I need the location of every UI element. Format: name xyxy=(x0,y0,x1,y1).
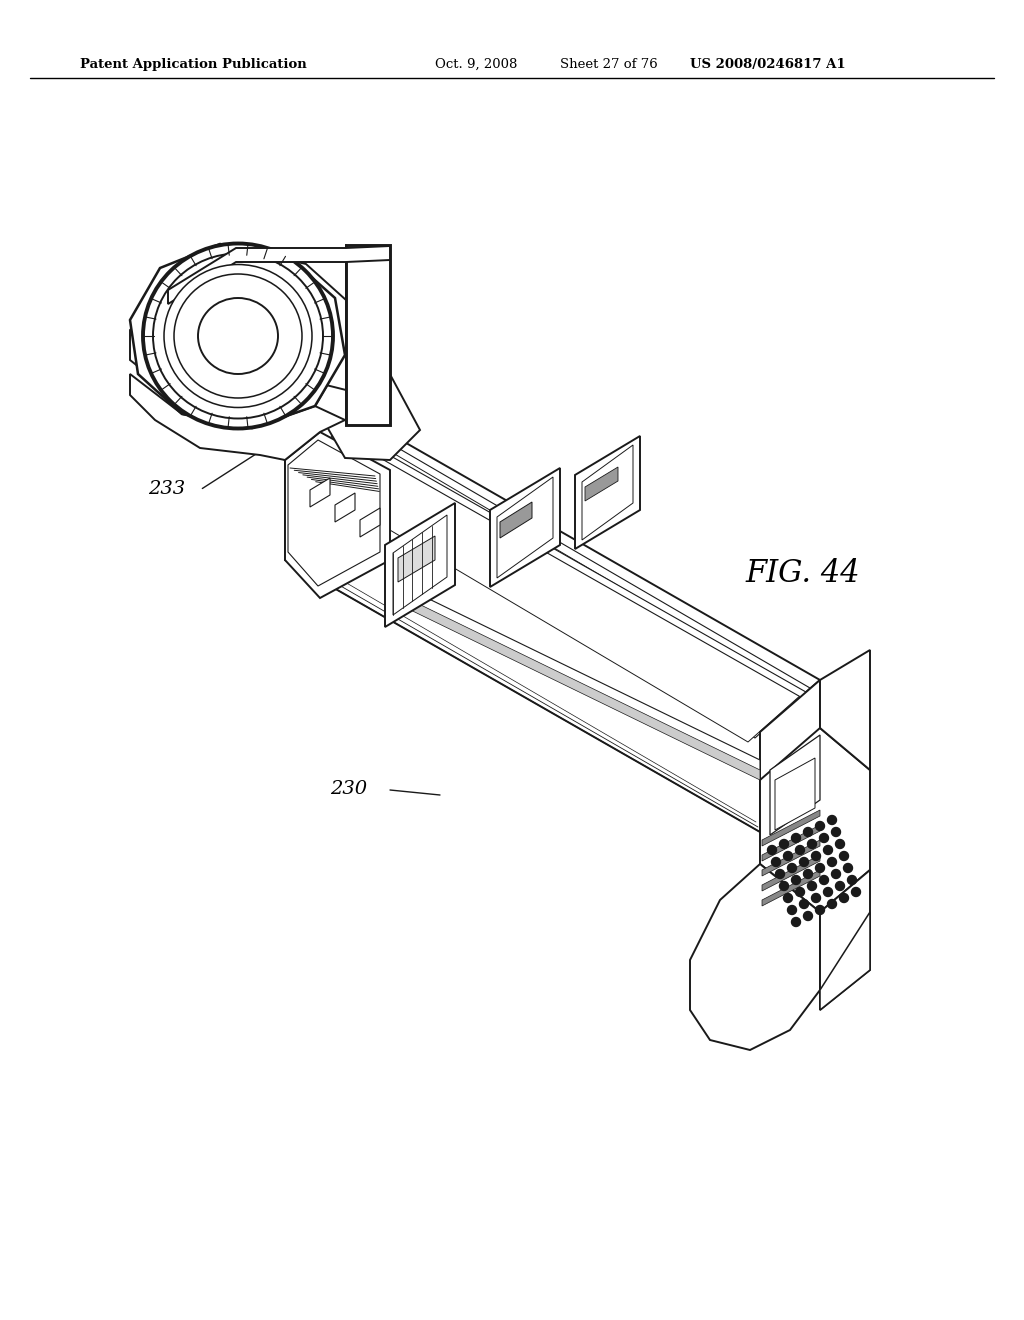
Polygon shape xyxy=(302,430,802,742)
Circle shape xyxy=(827,899,837,908)
Polygon shape xyxy=(360,508,380,537)
Polygon shape xyxy=(762,825,820,861)
Text: 231: 231 xyxy=(172,290,209,308)
Polygon shape xyxy=(762,840,820,876)
Polygon shape xyxy=(130,374,345,459)
Polygon shape xyxy=(295,420,810,738)
Ellipse shape xyxy=(174,275,302,399)
Text: 230: 230 xyxy=(330,780,368,799)
Circle shape xyxy=(783,851,793,861)
Polygon shape xyxy=(762,870,820,906)
Circle shape xyxy=(771,858,780,866)
Ellipse shape xyxy=(153,253,323,418)
Text: FIG. 44: FIG. 44 xyxy=(745,558,859,589)
Circle shape xyxy=(823,846,833,854)
Polygon shape xyxy=(490,469,560,587)
Polygon shape xyxy=(393,515,447,615)
Circle shape xyxy=(844,863,853,873)
Circle shape xyxy=(804,828,812,837)
Circle shape xyxy=(811,894,820,903)
Text: Oct. 9, 2008: Oct. 9, 2008 xyxy=(435,58,517,71)
Circle shape xyxy=(815,906,824,915)
Circle shape xyxy=(848,875,856,884)
Polygon shape xyxy=(770,735,820,836)
Circle shape xyxy=(836,882,845,891)
Polygon shape xyxy=(285,432,390,598)
Circle shape xyxy=(800,858,809,866)
Polygon shape xyxy=(385,503,455,627)
Circle shape xyxy=(804,912,812,920)
Circle shape xyxy=(768,846,776,854)
Circle shape xyxy=(792,833,801,842)
Polygon shape xyxy=(168,246,390,304)
Ellipse shape xyxy=(143,243,333,429)
Text: Patent Application Publication: Patent Application Publication xyxy=(80,58,307,71)
Circle shape xyxy=(787,906,797,915)
Circle shape xyxy=(796,846,805,854)
Text: US 2008/0246817 A1: US 2008/0246817 A1 xyxy=(690,58,846,71)
Polygon shape xyxy=(335,492,355,521)
Polygon shape xyxy=(310,478,330,507)
Circle shape xyxy=(827,858,837,866)
Polygon shape xyxy=(390,590,760,780)
Polygon shape xyxy=(346,246,390,425)
Polygon shape xyxy=(130,244,345,428)
Polygon shape xyxy=(820,649,870,770)
Polygon shape xyxy=(760,729,870,912)
Polygon shape xyxy=(390,579,760,772)
Polygon shape xyxy=(497,477,553,578)
Text: Sheet 27 of 76: Sheet 27 of 76 xyxy=(560,58,657,71)
Circle shape xyxy=(827,816,837,825)
Polygon shape xyxy=(345,430,820,708)
Polygon shape xyxy=(820,870,870,1010)
Circle shape xyxy=(787,863,797,873)
Circle shape xyxy=(840,894,849,903)
Circle shape xyxy=(779,882,788,891)
Circle shape xyxy=(831,870,841,879)
Circle shape xyxy=(783,894,793,903)
Circle shape xyxy=(796,887,805,896)
Polygon shape xyxy=(582,445,633,540)
Polygon shape xyxy=(130,248,390,389)
Polygon shape xyxy=(585,467,618,502)
Polygon shape xyxy=(500,502,532,539)
Circle shape xyxy=(836,840,845,849)
Polygon shape xyxy=(285,408,820,733)
Circle shape xyxy=(815,821,824,830)
Polygon shape xyxy=(820,912,870,1010)
Circle shape xyxy=(779,840,788,849)
Circle shape xyxy=(804,870,812,879)
Circle shape xyxy=(852,887,860,896)
Polygon shape xyxy=(690,865,820,1049)
Circle shape xyxy=(819,833,828,842)
Polygon shape xyxy=(315,355,420,459)
Ellipse shape xyxy=(164,264,312,408)
Circle shape xyxy=(808,882,816,891)
Polygon shape xyxy=(760,680,820,832)
Polygon shape xyxy=(775,758,815,830)
Circle shape xyxy=(819,875,828,884)
Circle shape xyxy=(808,840,816,849)
Circle shape xyxy=(792,875,801,884)
Polygon shape xyxy=(398,536,435,582)
Circle shape xyxy=(815,863,824,873)
Circle shape xyxy=(811,851,820,861)
Circle shape xyxy=(792,917,801,927)
Circle shape xyxy=(800,899,809,908)
Polygon shape xyxy=(762,810,820,846)
Circle shape xyxy=(840,851,849,861)
Ellipse shape xyxy=(198,298,278,374)
Circle shape xyxy=(775,870,784,879)
Text: 233: 233 xyxy=(148,480,185,498)
Polygon shape xyxy=(575,436,640,549)
Polygon shape xyxy=(288,440,380,586)
Polygon shape xyxy=(285,459,760,832)
Circle shape xyxy=(831,828,841,837)
Polygon shape xyxy=(762,855,820,891)
Circle shape xyxy=(823,887,833,896)
